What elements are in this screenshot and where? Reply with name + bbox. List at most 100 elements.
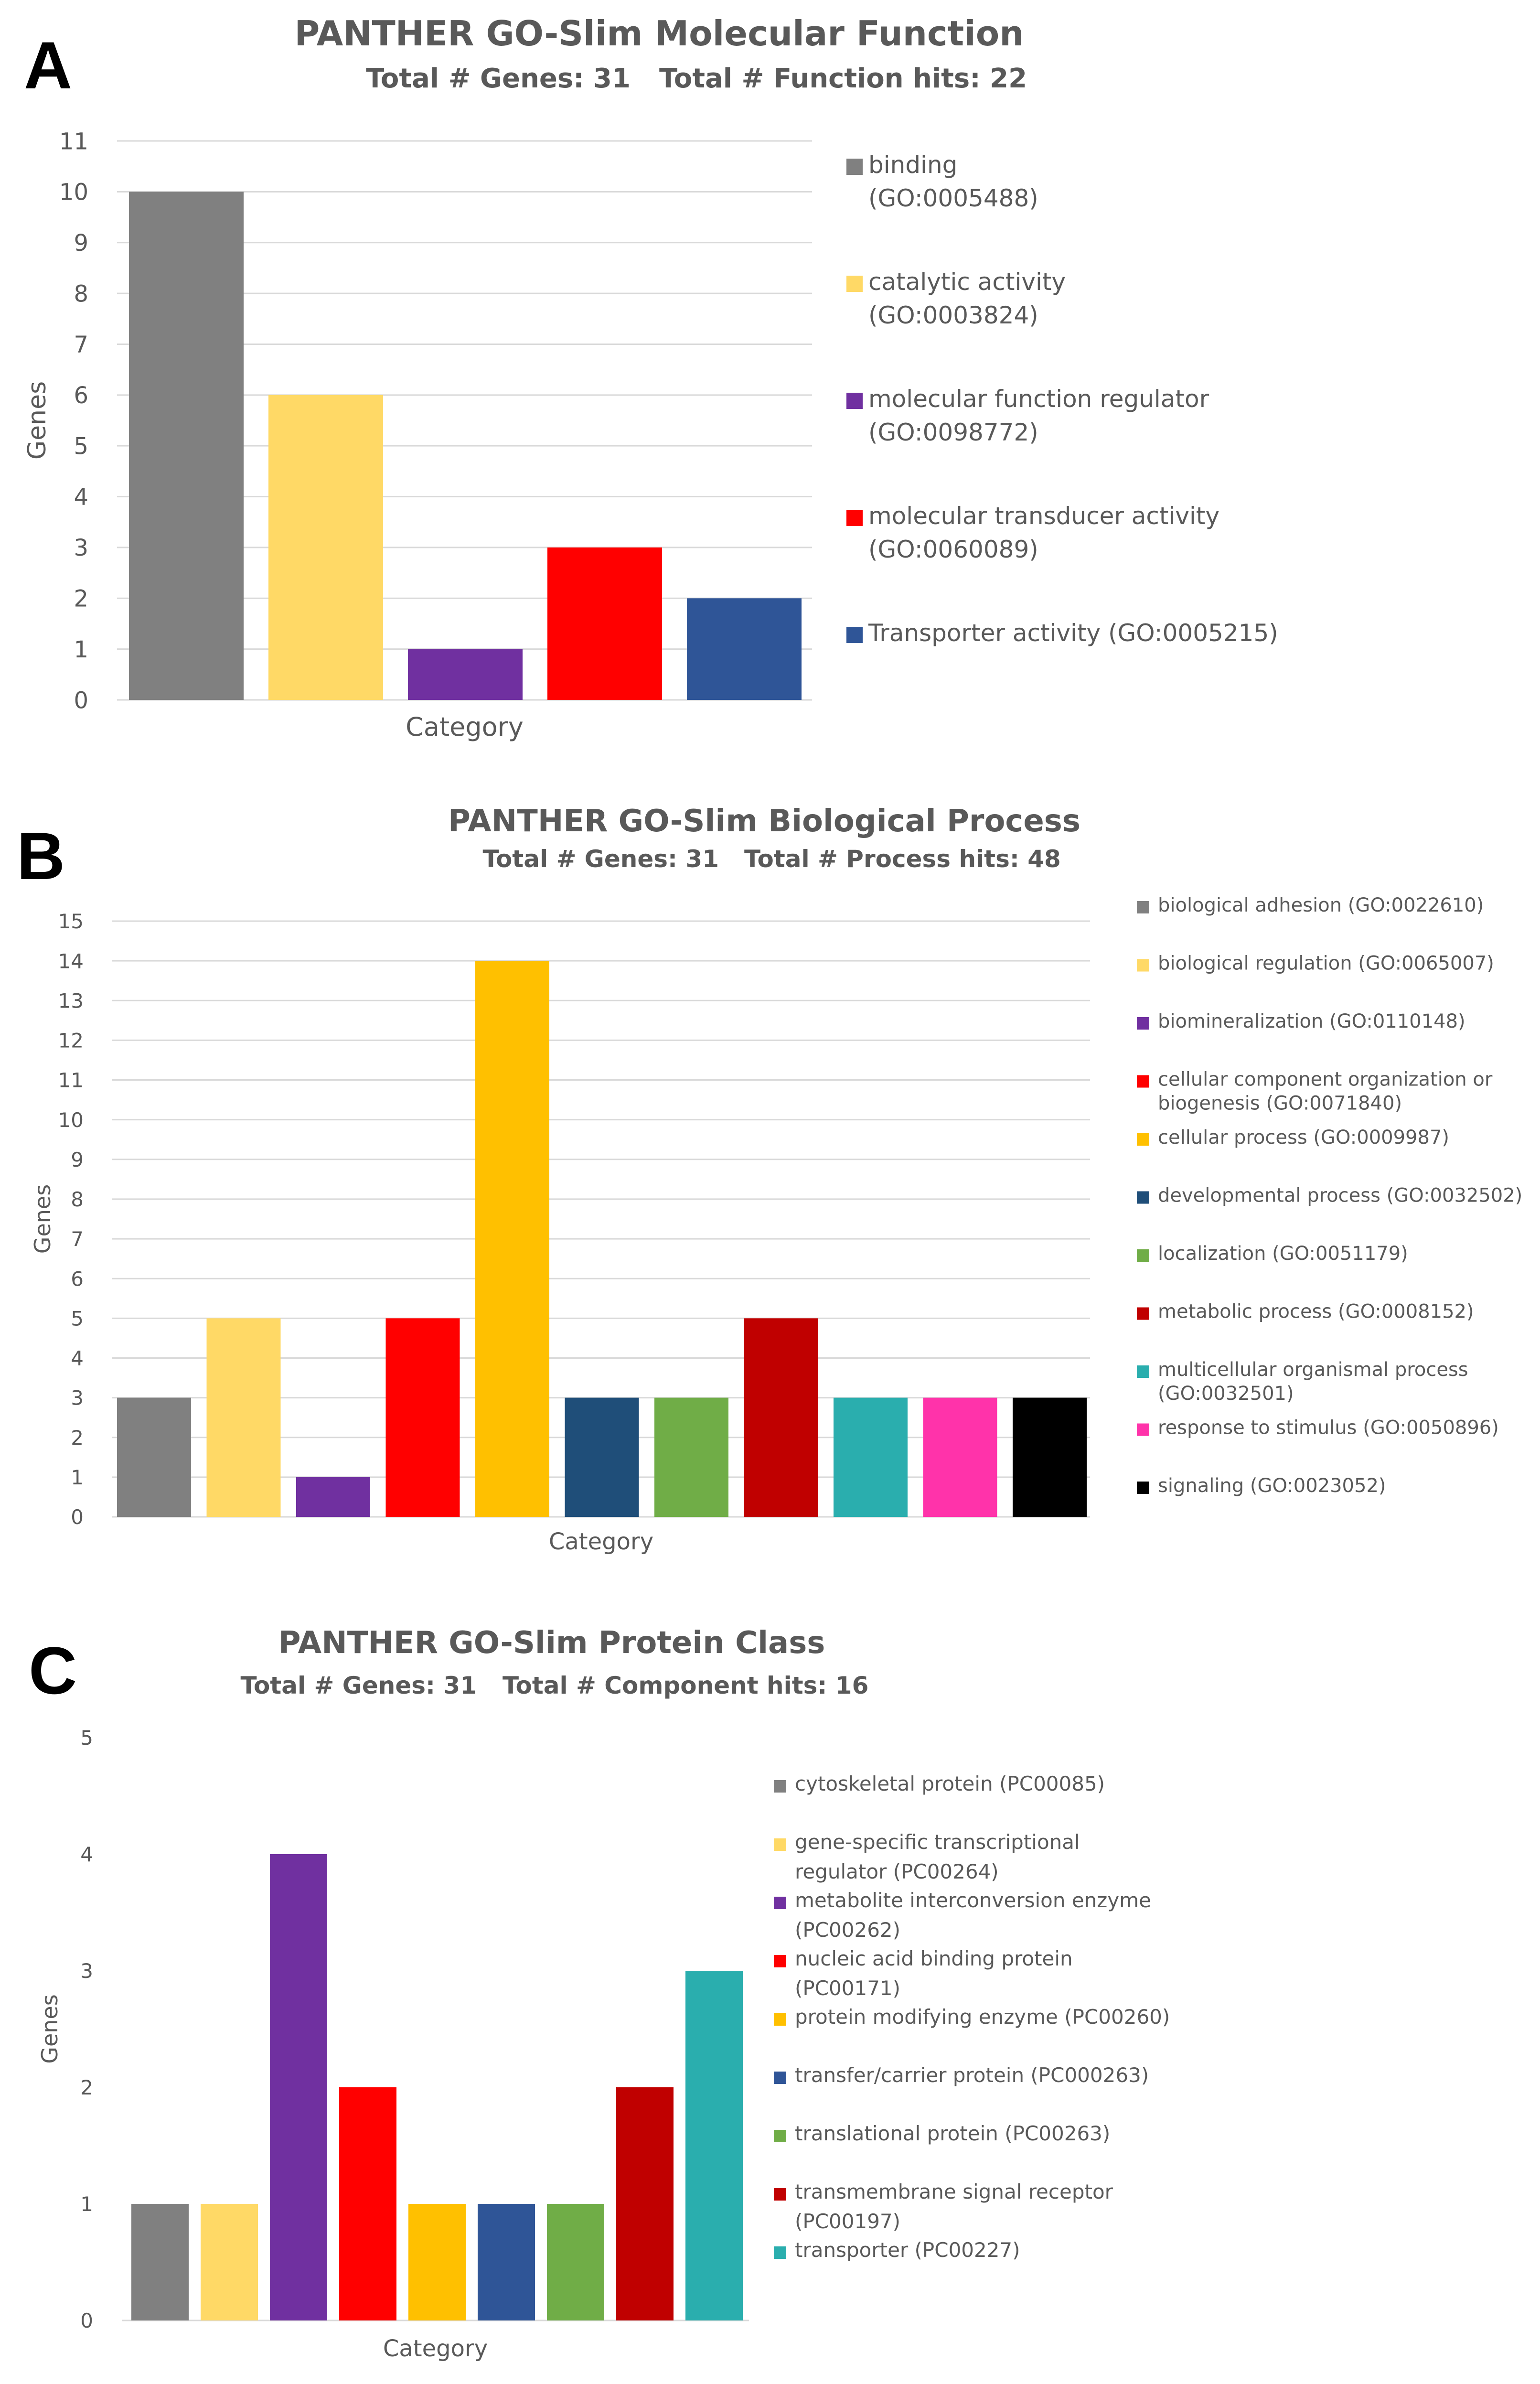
panel-a-ytick-label: 6 [74, 382, 88, 409]
panel-b-subtitle-genes: Total # Genes: 31 [482, 845, 719, 873]
panel-b-bar [1013, 1397, 1087, 1517]
panel-a-ytick-label: 5 [74, 433, 88, 460]
panel-b-bar [565, 1397, 639, 1517]
panel-c-letter: C [29, 1633, 77, 1708]
panel-c-subtitle-hits: Total # Component hits: 16 [503, 1672, 868, 1699]
panel-c-legend-swatch [774, 2072, 786, 2084]
panel-c-bar [685, 1971, 743, 2320]
panel-b-bar [654, 1397, 728, 1517]
panel-c-bar [339, 2087, 396, 2320]
panel-b-bar [117, 1397, 191, 1517]
panel-b-ytick-label: 15 [58, 910, 84, 933]
panel-c-legend-swatch [774, 1897, 786, 1909]
panel-a-ytick-label: 0 [74, 687, 88, 714]
panel-b-bar [206, 1318, 281, 1517]
panel-b-legend-label: multicellular organismal process [1158, 1359, 1468, 1381]
panel-a-subtitle-hits: Total # Function hits: 22 [659, 63, 1027, 94]
panel-b-legend-label: metabolic process (GO:0008152) [1158, 1301, 1474, 1323]
panel-b-bar [834, 1397, 908, 1517]
panel-b-bar [475, 961, 549, 1517]
panel-c-bar [547, 2204, 604, 2320]
panel-a-legend-label: (GO:0098772) [868, 419, 1038, 446]
panel-c-ytick-label: 5 [80, 1726, 93, 1750]
panel-b-legend-label: biogenesis (GO:0071840) [1158, 1093, 1402, 1115]
panel-c: C PANTHER GO-Slim Protein Class Total # Ge… [29, 1625, 1170, 2362]
panel-a-xlabel: Category [406, 712, 524, 742]
panel-b-ylabel: Genes [30, 1184, 55, 1254]
panel-c-legend: cytoskeletal protein (PC00085) gene-speci… [774, 1772, 1170, 2262]
panel-b-ytick-label: 3 [71, 1386, 84, 1410]
panel-c-legend-label: (PC00262) [795, 1918, 900, 1942]
panel-b-legend-swatch [1137, 901, 1149, 913]
panel-a-legend-label: catalytic activity [868, 268, 1066, 296]
panel-a-title: PANTHER GO-Slim Molecular Function [294, 13, 1024, 54]
panel-b-ytick-label: 13 [58, 989, 84, 1012]
panel-b-legend: biological adhesion (GO:0022610) biologic… [1137, 894, 1522, 1497]
panel-c-bar [270, 1854, 327, 2320]
panel-c-legend-label: metabolite interconversion enzyme [795, 1889, 1151, 1912]
panel-c-bar [408, 2204, 466, 2320]
panel-b-ytick-label: 11 [58, 1069, 84, 1092]
panel-a-bar [547, 547, 662, 700]
panel-c-legend-swatch [774, 1838, 786, 1851]
panel-c-legend-label: (PC00197) [795, 2210, 900, 2233]
panel-a-legend: binding (GO:0005488) catalytic activity (GO… [846, 151, 1278, 647]
panel-b-letter: B [17, 818, 65, 893]
panel-c-legend-swatch [774, 2246, 786, 2259]
panel-c-subtitle-genes: Total # Genes: 31 [240, 1672, 477, 1699]
panel-b-ytick-label: 7 [71, 1227, 84, 1251]
panel-c-legend-label: transmembrane signal receptor [795, 2180, 1113, 2203]
panel-a-legend-swatch [846, 159, 863, 175]
panel-b-bar [744, 1318, 818, 1517]
panel-c-legend-swatch [774, 2130, 786, 2142]
panel-c-legend-label: transfer/carrier protein (PC000263) [795, 2063, 1149, 2087]
panel-b: B PANTHER GO-Slim Biological Process Total… [17, 804, 1522, 1555]
panel-a-ytick-label: 2 [74, 586, 88, 612]
panel-b-legend-label: response to stimulus (GO:0050896) [1158, 1417, 1499, 1439]
panel-c-legend-label: translational protein (PC00263) [795, 2122, 1110, 2145]
panel-c-legend-label: nucleic acid binding protein [795, 1947, 1073, 1970]
panel-b-legend-swatch [1137, 959, 1149, 972]
panel-c-legend-swatch [774, 1955, 786, 1967]
panel-b-legend-swatch [1137, 1482, 1149, 1494]
panel-c-ytick-label: 2 [80, 2076, 93, 2099]
panel-a-ytick-label: 8 [74, 280, 88, 307]
panel-a-letter: A [24, 28, 72, 103]
panel-b-ytick-label: 4 [71, 1347, 84, 1370]
panel-b-legend-swatch [1137, 1423, 1149, 1436]
panel-a-legend-label: (GO:0005488) [868, 184, 1038, 212]
panel-b-ytick-label: 6 [71, 1267, 84, 1290]
panel-b-bar [385, 1318, 460, 1517]
panel-c-ytick-label: 3 [80, 1959, 93, 1983]
panel-c-legend-swatch [774, 2188, 786, 2201]
panel-b-ytick-label: 10 [58, 1108, 84, 1132]
panel-c-ylabel: Genes [37, 1994, 63, 2063]
panel-b-legend-label: biomineralization (GO:0110148) [1158, 1010, 1465, 1032]
panel-b-legend-swatch [1137, 1075, 1149, 1088]
panel-c-legend-label: regulator (PC00264) [795, 1860, 999, 1883]
panel-b-title: PANTHER GO-Slim Biological Process [448, 804, 1080, 839]
panel-b-legend-swatch [1137, 1249, 1149, 1262]
panel-b-legend-label: signaling (GO:0023052) [1158, 1475, 1386, 1497]
panel-b-legend-swatch [1137, 1017, 1149, 1030]
panel-a-legend-swatch [846, 276, 863, 292]
panel-a-legend-swatch [846, 393, 863, 409]
panel-c-legend-swatch [774, 1780, 786, 1793]
panel-c-bar [131, 2204, 189, 2320]
panel-b-ytick-label: 5 [71, 1307, 84, 1330]
panel-a-ytick-label: 7 [74, 332, 88, 358]
panel-b-ytick-label: 0 [71, 1505, 84, 1529]
panel-b-legend-label: cellular process (GO:0009987) [1158, 1127, 1449, 1149]
panel-a-legend-label: (GO:0003824) [868, 301, 1038, 329]
panel-c-legend-label: protein modifying enzyme (PC00260) [795, 2005, 1170, 2029]
panel-b-ytick-label: 1 [71, 1466, 84, 1489]
panel-b-legend-label: cellular component organization or [1158, 1069, 1493, 1091]
panel-a-legend-label: molecular function regulator [868, 385, 1209, 413]
panel-c-bar [201, 2204, 258, 2320]
panel-c-legend-label: cytoskeletal protein (PC00085) [795, 1772, 1105, 1795]
panel-b-ytick-label: 9 [71, 1148, 84, 1171]
panel-a-ytick-label: 3 [74, 535, 88, 561]
panel-a-bar [408, 649, 523, 700]
panel-b-ytick-label: 8 [71, 1188, 84, 1211]
